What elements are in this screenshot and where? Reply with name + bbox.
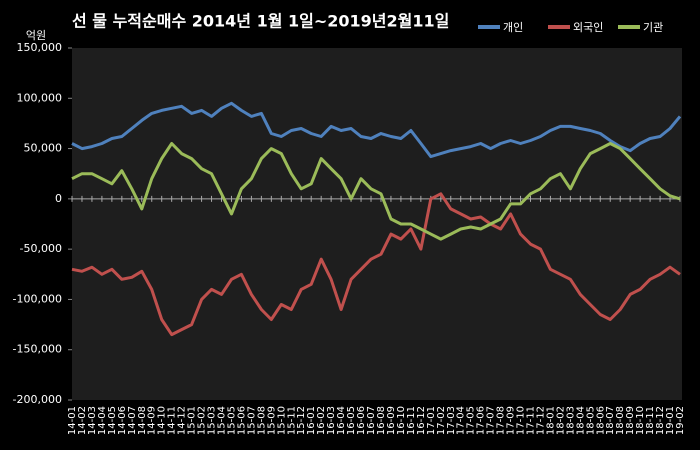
x-tick-label: 14-02 — [77, 406, 88, 435]
x-tick-label: 15-09 — [266, 406, 277, 435]
x-tick-label: 18-12 — [655, 406, 666, 435]
x-tick-label: 14-08 — [137, 406, 148, 435]
x-tick-label: 18-10 — [635, 406, 646, 435]
series-line — [71, 101, 682, 159]
x-tick-label: 17-02 — [436, 406, 447, 435]
y-tick-label: -100,000 — [13, 292, 62, 305]
x-tick-label: 17-03 — [446, 406, 457, 435]
x-tick-label: 14-10 — [157, 406, 168, 435]
x-tick-label: 15-12 — [296, 406, 307, 435]
x-tick-label: 18-08 — [615, 406, 626, 435]
x-tick-label: 15-07 — [246, 406, 257, 435]
x-tick-label: 17-04 — [456, 406, 467, 435]
x-tick-label: 15-08 — [256, 406, 267, 435]
x-tick-label: 17-06 — [476, 406, 487, 435]
x-tick-label: 14-11 — [167, 406, 178, 435]
x-tick-label: 15-10 — [276, 406, 287, 435]
y-tick-label: -50,000 — [20, 242, 62, 255]
x-tick-label: 14-06 — [117, 406, 128, 435]
x-tick-label: 16-05 — [346, 406, 357, 435]
x-tick-label: 16-11 — [406, 406, 417, 435]
x-tick-label: 15-02 — [197, 406, 208, 435]
plot-area — [72, 48, 682, 400]
x-tick-label: 18-03 — [565, 406, 576, 435]
x-tick-label: 15-06 — [236, 406, 247, 435]
x-tick-label: 18-01 — [545, 406, 556, 435]
x-tick-label: 16-09 — [386, 406, 397, 435]
x-tick-label: 16-12 — [416, 406, 427, 435]
legend-label: 외국인 — [573, 21, 603, 34]
x-tick-label: 15-03 — [207, 406, 218, 435]
x-tick-label: 14-01 — [67, 406, 78, 435]
x-tick-label: 14-12 — [177, 406, 188, 435]
x-tick-label: 14-07 — [127, 406, 138, 435]
x-tick-label: 16-07 — [366, 406, 377, 435]
x-tick-label: 17-05 — [466, 406, 477, 435]
x-tick-label: 18-04 — [575, 406, 586, 435]
series-line — [71, 142, 681, 241]
x-tick-label: 16-02 — [316, 406, 327, 435]
x-tick-label: 18-05 — [585, 406, 596, 435]
x-tick-label: 17-07 — [486, 406, 497, 435]
y-tick-label: 100,000 — [17, 91, 63, 104]
x-tick-label: 16-06 — [356, 406, 367, 435]
x-tick-label: 16-03 — [326, 406, 337, 435]
x-tick-label: 17-11 — [525, 406, 536, 435]
x-tick-label: 17-08 — [496, 406, 507, 435]
y-tick-label: 50,000 — [24, 142, 63, 155]
x-tick-label: 16-04 — [336, 406, 347, 435]
x-tick-label: 16-01 — [306, 406, 317, 435]
y-tick-label: -200,000 — [13, 393, 62, 406]
x-tick-label: 17-12 — [535, 406, 546, 435]
x-tick-label: 17-09 — [506, 406, 517, 435]
x-tick-label: 15-04 — [217, 406, 228, 435]
series-line — [71, 192, 681, 337]
x-tick-label: 16-08 — [376, 406, 387, 435]
y-tick-label: 0 — [55, 192, 62, 205]
x-tick-label: 16-10 — [396, 406, 407, 435]
x-tick-label: 19-01 — [665, 406, 676, 435]
x-tick-label: 17-01 — [426, 406, 437, 435]
legend-label: 개인 — [503, 21, 523, 34]
x-tick-label: 18-09 — [625, 406, 636, 435]
x-tick-label: 19-02 — [675, 406, 686, 435]
x-tick-label: 14-04 — [97, 406, 108, 435]
chart-title: 선 물 누적순매수 2014년 1월 1일~2019년2월11일 — [72, 12, 449, 31]
x-tick-label: 18-02 — [555, 406, 566, 435]
x-tick-label: 17-10 — [516, 406, 527, 435]
x-tick-label: 15-11 — [286, 406, 297, 435]
x-tick-label: 14-09 — [147, 406, 158, 435]
y-unit: 억원 — [26, 29, 46, 42]
y-tick-label: -150,000 — [13, 343, 62, 356]
x-tick-label: 18-11 — [645, 406, 656, 435]
x-tick-label: 18-07 — [605, 406, 616, 435]
x-tick-label: 14-03 — [87, 406, 98, 435]
legend-label: 기관 — [643, 21, 663, 34]
x-tick-label: 15-05 — [226, 406, 237, 435]
x-tick-label: 18-06 — [595, 406, 606, 435]
y-tick-label: 150,000 — [17, 41, 63, 54]
x-tick-label: 15-01 — [187, 406, 198, 435]
x-tick-label: 14-05 — [107, 406, 118, 435]
